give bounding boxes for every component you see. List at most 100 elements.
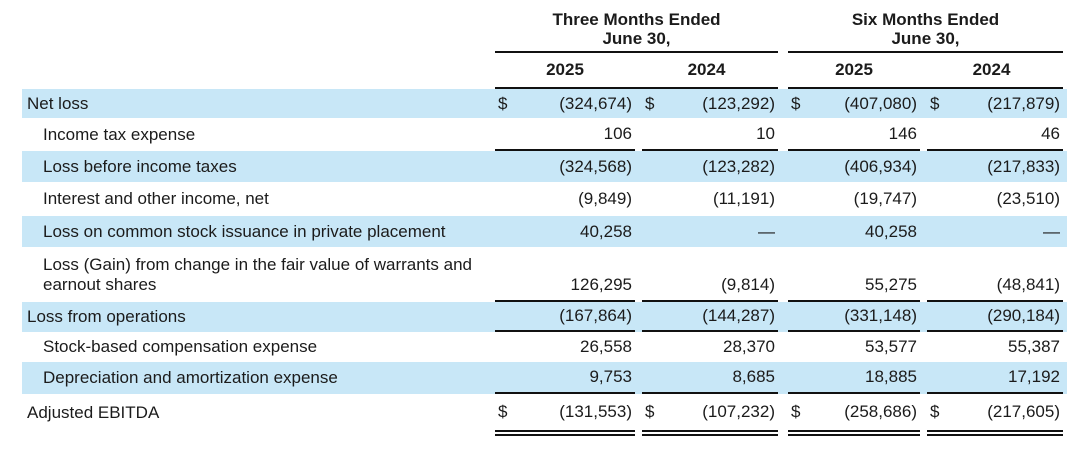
row-label: Loss before income taxes [43,156,237,176]
value-text: (9,814) [721,275,775,294]
value-text: (258,686) [844,402,917,421]
column-group-three-months: Three Months Ended June 30, [495,8,778,53]
value-cell: $ (123,292) [642,89,778,118]
value-cell: 46 [927,118,1063,151]
value-text: (407,080) [844,93,917,113]
value-text: (9,849) [578,189,632,208]
row-label: Loss (Gain) from change in the fair valu… [43,254,472,294]
value-text: 53,577 [865,337,917,356]
value-cell: 26,558 [495,332,635,362]
value-text: 106 [603,123,632,143]
column-group-header-row: Three Months Ended June 30, Six Months E… [495,8,1080,53]
year-group-six-months: 2025 2024 [788,53,1063,89]
value-text: (217,833) [987,156,1060,176]
row-label: Loss on common stock issuance in private… [43,221,446,241]
value-cell: (9,849) [495,182,635,216]
row-label: Depreciation and amortization expense [43,368,338,387]
value-cell: — [927,216,1063,247]
value-text: (167,864) [559,306,632,325]
value-text: 126,295 [570,275,632,294]
value-cell: $ (131,553) [495,394,635,436]
value-text: (19,747) [853,189,917,208]
value-text: (331,148) [844,306,917,325]
dollar-sign: $ [645,402,655,421]
value-cell: $ (324,674) [495,89,635,118]
value-cell: (217,833) [927,151,1063,182]
value-cell: 17,192 [927,362,1063,394]
value-text: — [758,221,775,241]
value-cell: 55,387 [927,332,1063,362]
table-row: Loss from operations (167,864) (144,287) (3… [22,302,1067,332]
value-text: (11,191) [712,189,775,208]
value-text: (23,510) [996,189,1060,208]
column-group-label-line2: June 30, [602,29,671,48]
value-text: (217,879) [987,93,1060,113]
value-text: (107,232) [702,402,775,421]
value-text: 10 [756,123,775,143]
value-text: (131,553) [559,402,632,421]
year-header-row: 2025 2024 2025 2024 [495,53,1080,89]
dollar-sign: $ [930,93,940,113]
value-text: (290,184) [987,306,1060,325]
value-text: (217,605) [987,402,1060,421]
value-text: 18,885 [865,367,917,386]
year-group-three-months: 2025 2024 [495,53,778,89]
value-text: 40,258 [865,221,917,241]
value-cell: (11,191) [642,182,778,216]
year-column-header: 2025 [546,60,584,79]
row-label: Income tax expense [43,124,196,144]
value-cell: $ (407,080) [788,89,920,118]
value-cell: (406,934) [788,151,920,182]
value-text: 55,387 [1008,337,1060,356]
value-cell: $ (217,879) [927,89,1063,118]
table-row: Loss (Gain) from change in the fair valu… [22,247,1067,302]
value-cell: (290,184) [927,302,1063,332]
dollar-sign: $ [791,93,801,113]
value-text: (123,282) [702,156,775,176]
value-cell: (331,148) [788,302,920,332]
row-label: Adjusted EBITDA [27,403,160,422]
column-group-label-line2: June 30, [891,29,960,48]
column-group-label-line1: Six Months Ended [851,10,1000,29]
value-cell: (324,568) [495,151,635,182]
value-cell: 55,275 [788,247,920,302]
column-group-label-line1: Three Months Ended [552,10,721,29]
table-row: Loss on common stock issuance in private… [22,216,1067,247]
value-cell: 8,685 [642,362,778,394]
value-cell: 146 [788,118,920,151]
value-cell: 10 [642,118,778,151]
row-label: Interest and other income, net [43,189,269,208]
value-cell: $ (107,232) [642,394,778,436]
value-cell: — [642,216,778,247]
value-cell: $ (217,605) [927,394,1063,436]
dollar-sign: $ [791,402,801,421]
dollar-sign: $ [930,402,940,421]
row-label: Stock-based compensation expense [43,337,318,356]
value-text: (48,841) [996,275,1060,294]
value-text: (406,934) [844,156,917,176]
value-cell: $ (258,686) [788,394,920,436]
table-row: Depreciation and amortization expense 9,7… [22,362,1067,394]
value-cell: 18,885 [788,362,920,394]
table-row: Interest and other income, net (9,849) (11… [22,182,1067,216]
value-cell: (19,747) [788,182,920,216]
value-cell: 9,753 [495,362,635,394]
value-cell: 106 [495,118,635,151]
value-text: 26,558 [580,337,632,356]
row-label: Net loss [27,93,89,113]
dollar-sign: $ [498,402,508,421]
year-column-header: 2025 [835,60,873,79]
value-cell: 126,295 [495,247,635,302]
value-cell: 53,577 [788,332,920,362]
table-body: Net loss $ (324,674) $ (123,292) $ (407,080) $ (… [0,89,1080,436]
value-text: 146 [888,123,917,143]
value-cell: (123,282) [642,151,778,182]
value-cell: (48,841) [927,247,1063,302]
value-cell: 40,258 [788,216,920,247]
value-text: 40,258 [580,221,632,241]
value-text: (324,674) [559,93,632,113]
table-header: Three Months Ended June 30, Six Months E… [495,0,1080,89]
table-row: Stock-based compensation expense 26,558 28… [22,332,1067,362]
value-cell: (23,510) [927,182,1063,216]
